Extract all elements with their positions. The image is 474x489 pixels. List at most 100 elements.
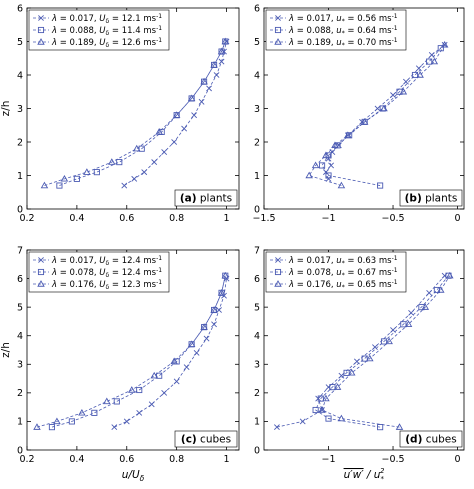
data-point	[93, 169, 100, 176]
x-tick-label: −1	[322, 213, 336, 224]
data-point	[325, 384, 332, 391]
data-point	[221, 37, 230, 45]
series-line	[308, 44, 445, 186]
legend-box	[28, 9, 170, 51]
legend-entry: λ = 0.176, u* = 0.65 ms-1	[288, 279, 398, 291]
data-point	[78, 408, 86, 416]
data-point	[437, 286, 445, 293]
series-line	[315, 275, 449, 428]
legend-marker	[274, 268, 282, 276]
data-point	[446, 271, 454, 279]
y-tick-label: 7	[254, 245, 260, 256]
y-tick-label: 0	[17, 445, 23, 456]
data-point	[360, 118, 369, 125]
y-tick-label: 1	[254, 171, 260, 182]
panel-b: −1.5 −1 −0.5 0 0 1 2 3 4 5 6 λ = 0.017, u* = 0.56 m…	[252, 3, 465, 224]
x-tick-label: 0.6	[119, 213, 134, 224]
legend-box	[28, 251, 170, 293]
y-axis-label: z/h	[0, 101, 12, 117]
plot-frame	[263, 249, 465, 451]
y-tick-label: 6	[254, 3, 260, 14]
data-point	[416, 71, 424, 78]
data-point	[181, 125, 188, 132]
y-tick-label: 2	[17, 388, 23, 399]
data-point	[374, 105, 381, 112]
legend-marker	[37, 280, 45, 287]
y-tick-label: 1	[17, 171, 23, 182]
data-point	[441, 41, 448, 48]
legend-marker	[274, 26, 282, 34]
series-line	[325, 44, 445, 179]
legend-marker	[37, 268, 45, 276]
data-point	[343, 369, 350, 376]
data-point	[48, 424, 55, 431]
data-point	[155, 128, 163, 135]
data-point	[338, 372, 345, 379]
data-point	[322, 151, 330, 159]
legend-box	[265, 251, 407, 293]
data-point	[325, 155, 332, 162]
series-square	[312, 272, 452, 431]
data-point	[172, 111, 181, 118]
data-point	[33, 423, 41, 430]
data-point	[325, 415, 332, 422]
y-tick-label: 0	[17, 204, 23, 215]
data-point	[312, 406, 319, 414]
series-line	[321, 47, 442, 186]
legend-entry: λ = 0.078, Uδ = 12.4 ms-1	[51, 267, 162, 279]
data-point	[322, 394, 330, 402]
legend-entry: λ = 0.176, Uδ = 12.3 ms-1	[51, 279, 162, 291]
legend-marker	[274, 280, 282, 287]
series-line	[51, 275, 226, 428]
data-point	[337, 181, 346, 189]
panel-annotation: (b) plants	[405, 193, 458, 205]
data-point	[210, 306, 218, 313]
series-triangle	[33, 271, 230, 430]
data-point	[136, 409, 143, 416]
y-tick-label: 5	[254, 302, 260, 313]
legend-entry: λ = 0.017, u* = 0.63 ms-1	[288, 255, 398, 267]
series-x	[273, 272, 448, 431]
x-axis-label: u′w′ / u*2	[344, 467, 385, 483]
data-point	[116, 159, 123, 166]
x-tick-label: 1	[224, 454, 230, 465]
legend-marker	[274, 38, 282, 45]
data-point	[404, 320, 413, 327]
y-tick-label: 4	[254, 331, 260, 342]
data-point	[380, 338, 388, 345]
x-tick-label: 0	[455, 454, 461, 465]
data-point	[108, 158, 116, 165]
x-tick-label: 0.2	[19, 454, 34, 465]
data-point	[136, 386, 143, 394]
data-point	[411, 71, 419, 79]
data-point	[103, 397, 111, 405]
data-point	[395, 423, 404, 430]
x-tick-label: 0.6	[119, 454, 134, 465]
x-tick-label: −0.5	[381, 213, 404, 224]
x-tick-label: −1	[322, 454, 336, 465]
data-point	[337, 414, 346, 422]
data-point	[361, 355, 368, 362]
data-point	[56, 182, 63, 189]
data-point	[53, 417, 61, 425]
data-point	[210, 61, 218, 68]
plot-frame	[26, 249, 240, 451]
data-point	[426, 289, 433, 296]
x-tick-label: 0.8	[169, 454, 184, 465]
data-point	[399, 87, 408, 95]
panel-annotation: (d) cubes	[405, 434, 457, 446]
data-point	[183, 364, 190, 371]
series-x	[121, 38, 230, 189]
legend: λ = 0.017, Uδ = 12.4 ms-1λ = 0.078, Uδ =…	[28, 251, 170, 293]
data-point	[173, 378, 180, 385]
data-point	[377, 182, 384, 189]
data-point	[73, 175, 80, 182]
panel-a: 0.2 0.4 0.6 0.8 1 0 1 2 3 4 5 6 z/h λ = 0.017, Uδ = 1…	[0, 3, 240, 224]
legend-entry: λ = 0.088, Uδ = 11.4 ms-1	[51, 25, 162, 37]
y-tick-label: 3	[17, 360, 23, 371]
data-point	[191, 112, 198, 119]
data-point	[328, 162, 335, 169]
y-tick-label: 6	[254, 274, 260, 285]
legend: λ = 0.017, Uδ = 12.1 ms-1λ = 0.088, Uδ =…	[28, 9, 170, 51]
data-point	[319, 162, 326, 169]
